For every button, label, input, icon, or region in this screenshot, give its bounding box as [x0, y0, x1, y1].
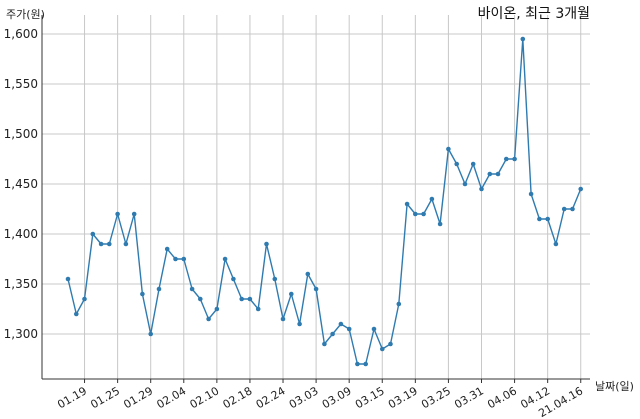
x-tick-label: 02.24	[254, 384, 288, 411]
data-point	[338, 321, 344, 327]
data-point	[247, 296, 253, 302]
data-point	[305, 271, 311, 277]
y-tick-label: 1,400	[4, 227, 38, 241]
data-point	[346, 326, 352, 332]
y-tick-label: 1,500	[4, 127, 38, 141]
data-point	[140, 291, 145, 297]
y-tick-label: 1,600	[4, 27, 38, 41]
data-point	[330, 331, 335, 337]
data-point	[404, 201, 410, 207]
x-tick-label: 02.04	[155, 384, 189, 411]
x-tick-label: 03.19	[386, 384, 420, 411]
data-point	[239, 296, 244, 302]
data-point	[371, 326, 377, 332]
data-point	[148, 331, 153, 337]
x-tick-label: 01.25	[88, 384, 122, 411]
data-point	[231, 276, 236, 282]
data-point	[421, 211, 426, 217]
data-point	[98, 241, 104, 247]
data-point	[355, 361, 360, 367]
data-point	[82, 296, 87, 302]
x-tick-label: 03.31	[452, 384, 486, 411]
data-point	[504, 156, 509, 162]
x-tick-label: 02.18	[221, 384, 255, 411]
data-point	[528, 191, 534, 197]
x-tick-label: 01.29	[121, 384, 155, 411]
data-point	[561, 206, 567, 212]
data-point	[173, 256, 178, 262]
grid-layer	[42, 15, 590, 383]
x-tick-label: 02.10	[188, 384, 222, 411]
x-tick-label: 01.19	[55, 384, 89, 411]
x-tick-label: 03.03	[287, 384, 321, 411]
data-point	[520, 36, 526, 42]
data-point	[537, 216, 542, 222]
data-point	[313, 286, 319, 292]
data-point	[222, 256, 228, 262]
data-point	[272, 276, 278, 282]
data-point	[578, 186, 583, 192]
data-point	[156, 286, 162, 292]
data-point	[462, 181, 468, 187]
data-point	[90, 231, 96, 237]
y-tick-label: 1,300	[4, 327, 38, 341]
x-tick-label: 04.06	[485, 384, 519, 411]
y-axis-label: 주가(원)	[6, 8, 45, 21]
data-point	[297, 321, 302, 327]
data-point	[429, 196, 435, 202]
series-layer	[65, 36, 583, 367]
x-tick-label: 03.09	[320, 384, 354, 411]
data-point	[264, 241, 269, 247]
data-point	[495, 171, 501, 177]
x-tick-labels: 01.19 01.25 01.29 02.04 02.10 02.18 02.24 03.03…	[55, 384, 585, 419]
y-tick-label: 1,550	[4, 77, 38, 91]
y-tick-labels: 1,300 1,350 1,400 1,450 1,500 1,550 1,600	[4, 27, 38, 341]
data-point	[255, 306, 261, 312]
data-point	[487, 171, 493, 177]
data-point	[437, 221, 443, 227]
data-point	[65, 276, 71, 282]
series-line	[67, 38, 582, 365]
data-point	[380, 346, 385, 352]
data-point	[214, 306, 220, 312]
data-point	[107, 241, 112, 247]
data-point	[396, 301, 402, 307]
data-point	[74, 311, 79, 317]
data-point	[363, 361, 369, 367]
x-axis-label: 날짜(일)	[595, 379, 634, 393]
data-point	[123, 241, 129, 247]
y-tick-label: 1,350	[4, 277, 38, 291]
data-point	[189, 286, 195, 292]
data-point	[446, 146, 451, 152]
y-tick-label: 1,450	[4, 177, 38, 191]
data-point	[181, 256, 187, 262]
data-point	[413, 211, 418, 217]
data-point	[512, 156, 517, 162]
data-point	[198, 296, 203, 302]
data-point	[289, 291, 294, 297]
data-point	[470, 161, 476, 167]
data-point	[388, 341, 393, 347]
data-point	[553, 241, 559, 247]
data-point	[206, 316, 211, 322]
axis-layer	[41, 15, 590, 380]
data-point	[115, 211, 120, 217]
data-point	[322, 341, 327, 347]
data-point	[479, 186, 484, 192]
chart-title: 바이온, 최근 3개월	[478, 6, 590, 22]
data-point	[131, 211, 137, 217]
data-point	[164, 246, 170, 252]
data-point	[454, 161, 460, 167]
data-point	[570, 206, 575, 212]
data-point	[280, 316, 286, 322]
x-tick-label: 03.15	[353, 384, 387, 411]
data-point	[545, 216, 550, 222]
x-tick-label: 03.25	[419, 384, 453, 411]
